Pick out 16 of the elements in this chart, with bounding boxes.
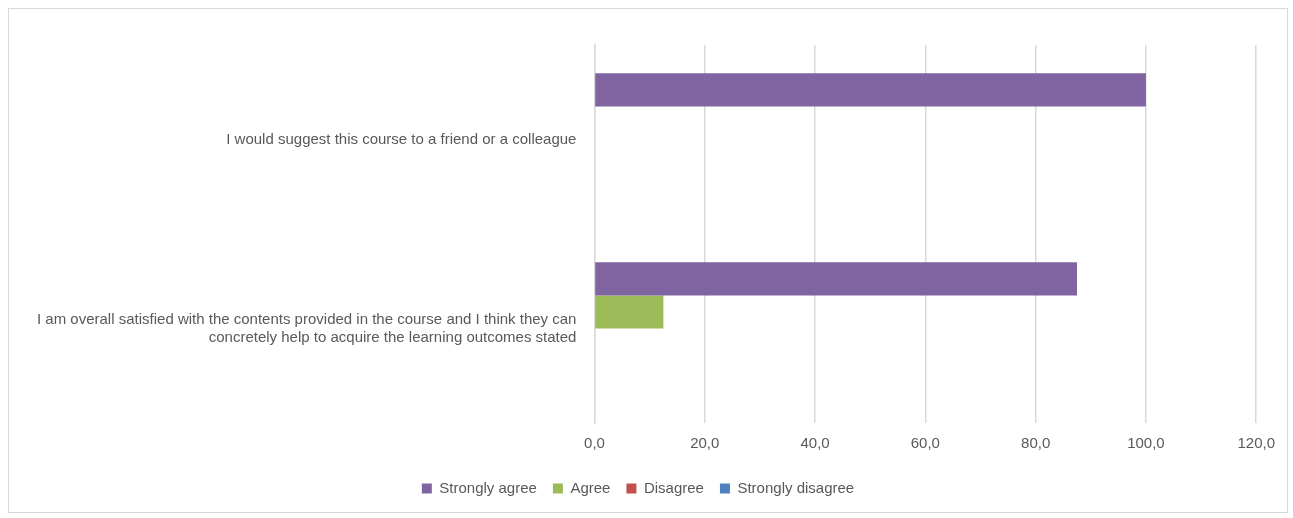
x-tick-label: 100,0 (1127, 434, 1165, 452)
legend-label: Disagree (643, 478, 704, 496)
legend-label: Strongly agree (439, 478, 537, 496)
bar (595, 73, 1146, 107)
x-tick-label: 60,0 (910, 434, 940, 452)
x-tick-label: 0,0 (584, 434, 605, 452)
bar (595, 262, 1077, 296)
y-tick-label: I would suggest this course to a friend or a colleague (226, 129, 577, 147)
legend-label: Strongly disagree (737, 478, 855, 496)
legend-label: Agree (570, 478, 611, 496)
y-tick-label: I am overall satisfied with the contents provided in the course and I think they can concretely help to acquire the learning outcomes stated (37, 309, 577, 345)
x-tick-label: 40,0 (800, 434, 830, 452)
x-tick-label: 20,0 (690, 434, 720, 452)
bar (595, 295, 664, 329)
x-tick-label: 80,0 (1021, 434, 1051, 452)
x-tick-label: 120,0 (1237, 434, 1276, 452)
